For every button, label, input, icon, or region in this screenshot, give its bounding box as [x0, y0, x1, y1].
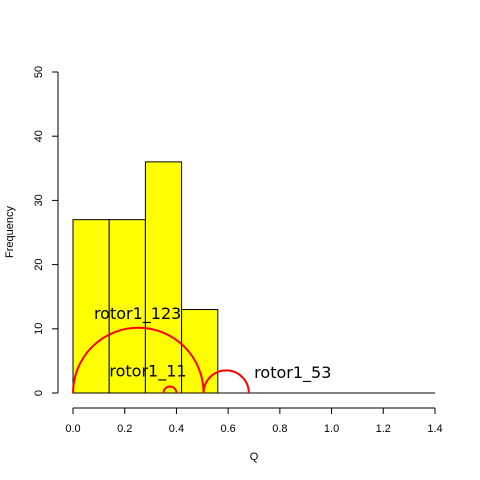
annotation-arc-0: [72, 326, 205, 394]
annotation-arcs: [72, 326, 250, 394]
x-tick-label-1: 0.2: [117, 423, 132, 435]
annotation-arc-2: [202, 369, 250, 394]
y-tick-label-2: 20: [33, 258, 45, 270]
y-tick-label-1: 10: [33, 323, 45, 335]
x-tick-label-0: 0.0: [65, 423, 80, 435]
x-axis: 0.0 0.2 0.4 0.6 0.8 1.0 1.2 1.4: [65, 407, 443, 435]
histogram-bar-3: [181, 309, 219, 394]
y-axis-title: Frequency: [4, 206, 16, 258]
histogram-bars: [72, 161, 435, 394]
annotation-label-1: rotor1_11: [109, 361, 186, 381]
y-tick-label-3: 30: [33, 194, 45, 206]
annotation-label-2: rotor1_53: [254, 363, 331, 383]
y-tick-label-0: 0: [33, 390, 45, 396]
x-tick-label-6: 1.2: [376, 423, 391, 435]
x-tick-label-5: 1.0: [324, 423, 339, 435]
x-tick-label-3: 0.6: [220, 423, 235, 435]
annotation-label-0: rotor1_123: [94, 304, 181, 324]
histogram-bar-2: [144, 161, 183, 394]
y-tick-label-5: 50: [33, 66, 45, 78]
y-tick-label-4: 40: [33, 130, 45, 142]
x-tick-label-7: 1.4: [427, 423, 442, 435]
annotation-labels: rotor1_123 rotor1_11 rotor1_53: [94, 304, 331, 383]
x-axis-title: Q: [250, 451, 259, 463]
annotation-arc-1: [162, 385, 178, 394]
x-tick-label-4: 0.8: [272, 423, 287, 435]
y-axis: 0 10 20 30 40 50: [33, 66, 59, 396]
histogram-bar-1: [108, 219, 146, 394]
x-tick-label-2: 0.4: [169, 423, 184, 435]
